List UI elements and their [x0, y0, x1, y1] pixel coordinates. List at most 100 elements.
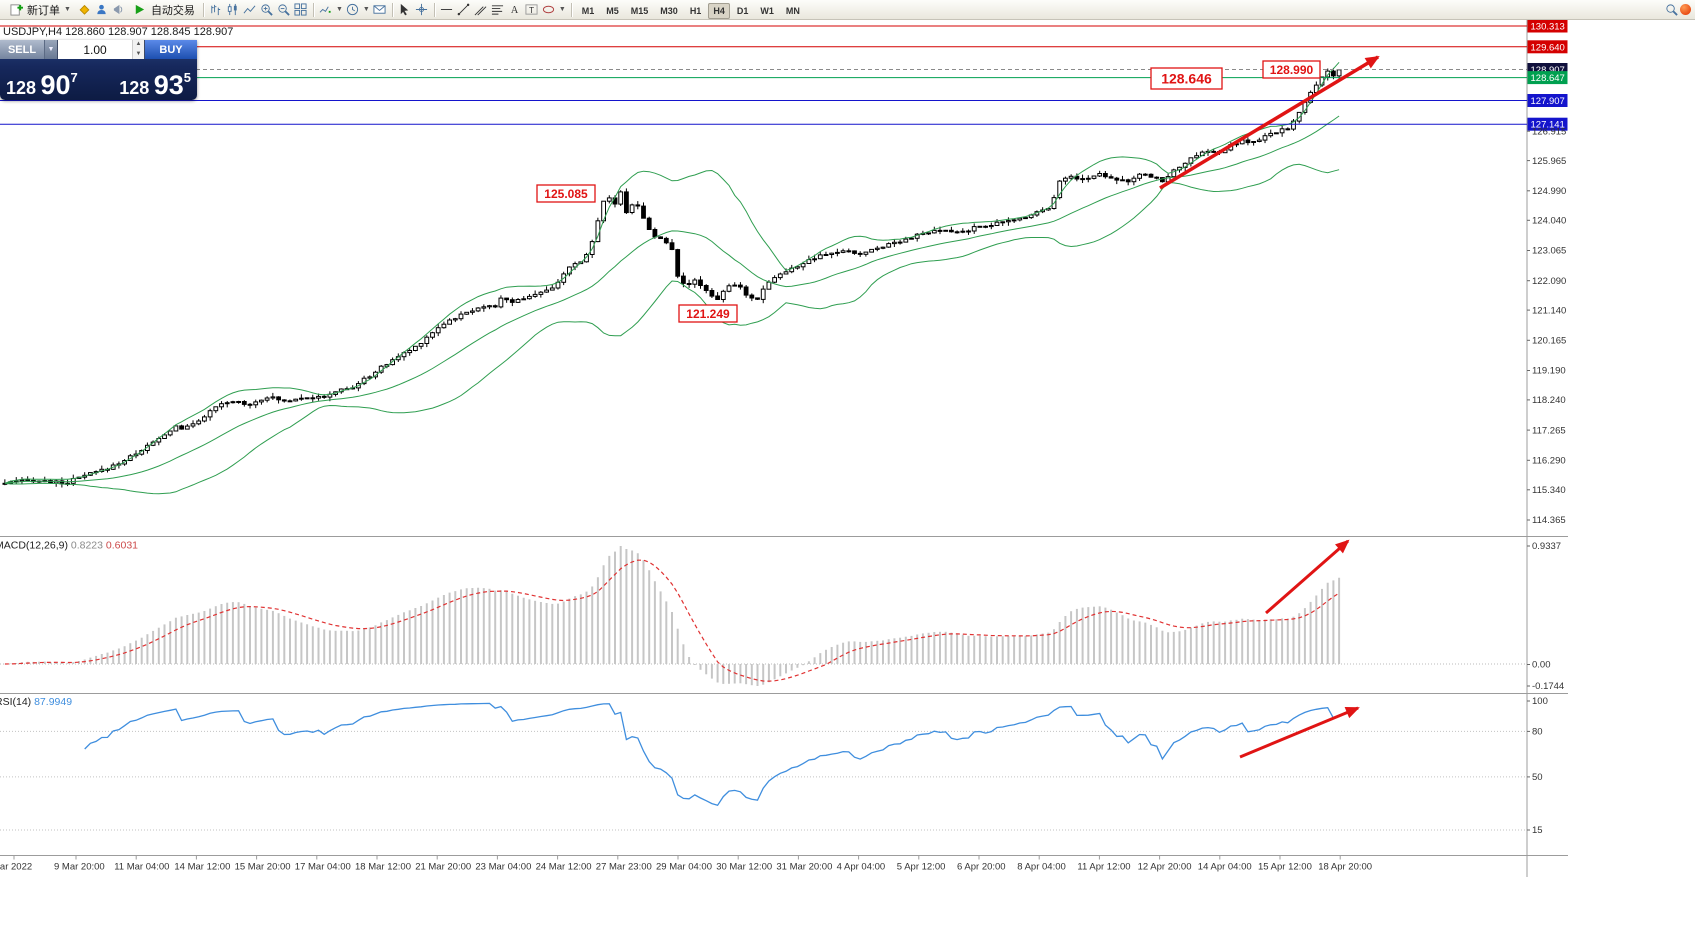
auto-trading-button[interactable]: 自动交易	[128, 1, 199, 18]
svg-text:128.646: 128.646	[1161, 71, 1212, 87]
price-axis[interactable]: 126.915 125.965 124.990 124.040 123.065 122.0…	[1527, 126, 1566, 526]
lot-increase-button[interactable]: ▲	[135, 41, 142, 47]
svg-text:0.00: 0.00	[1532, 660, 1551, 671]
timeframe-button-W1[interactable]: W1	[760, 5, 774, 16]
svg-text:127.907: 127.907	[1531, 96, 1565, 107]
svg-text:126.915: 126.915	[1532, 126, 1566, 137]
svg-text:29 Mar 04:00: 29 Mar 04:00	[656, 862, 712, 873]
chevron-down-icon[interactable]: ▼	[335, 6, 343, 13]
community-icon[interactable]	[94, 2, 110, 17]
svg-text:15 Mar 20:00: 15 Mar 20:00	[235, 862, 291, 873]
add-indicator-icon[interactable]	[318, 2, 334, 17]
main-toolbar: 新订单 ▼ 自动交易 ▼ ▼ A T ▼ M1 M5 M15 M30 H1 H4 D1 W1 M…	[0, 0, 1695, 20]
chevron-down-icon[interactable]: ▼	[362, 6, 370, 13]
new-order-button[interactable]: 新订单 ▼	[4, 1, 76, 18]
bar-chart-icon[interactable]	[208, 2, 224, 17]
svg-text:18 Apr 20:00: 18 Apr 20:00	[1318, 862, 1372, 873]
svg-text:115.340: 115.340	[1532, 485, 1566, 496]
cursor-icon[interactable]	[397, 2, 413, 17]
timeframe-toolbar: M1 M5 M15 M30 H1 H4 D1 W1 MN	[576, 1, 806, 19]
tile-windows-icon[interactable]	[293, 2, 309, 17]
bollinger-bands	[4, 61, 1340, 495]
buy-button[interactable]: BUY	[145, 40, 197, 59]
candlestick-chart-icon[interactable]	[225, 2, 241, 17]
svg-text:12 Apr 20:00: 12 Apr 20:00	[1138, 862, 1192, 873]
svg-text:18 Mar 12:00: 18 Mar 12:00	[355, 862, 411, 873]
search-icon[interactable]	[1663, 2, 1679, 17]
svg-text:125.085: 125.085	[544, 187, 588, 201]
shapes-icon[interactable]	[541, 2, 557, 17]
line-chart-icon[interactable]	[242, 2, 258, 17]
svg-text:117.265: 117.265	[1532, 425, 1566, 436]
svg-text:MACD(12,26,9) 0.8223 0.6031: MACD(12,26,9) 0.8223 0.6031	[0, 540, 138, 552]
notifications-icon[interactable]	[111, 2, 127, 17]
lot-size-group: ▲ ▼	[57, 40, 145, 59]
svg-text:122.090: 122.090	[1532, 276, 1566, 287]
crosshair-icon[interactable]	[414, 2, 430, 17]
time-axis[interactable]: Mar 2022 9 Mar 20:00 11 Mar 04:00 14 Mar 12…	[0, 855, 1568, 873]
timeframe-button-H4[interactable]: H4	[708, 2, 730, 19]
equidistant-channel-icon[interactable]	[473, 2, 489, 17]
svg-text:5 Apr 12:00: 5 Apr 12:00	[897, 862, 946, 873]
svg-text:130.313: 130.313	[1531, 22, 1565, 33]
toolbar-separator	[202, 2, 204, 17]
svg-text:24 Mar 12:00: 24 Mar 12:00	[536, 862, 592, 873]
timeframe-button-H1[interactable]: H1	[689, 5, 702, 16]
svg-text:80: 80	[1532, 727, 1543, 738]
timeframe-button-M5[interactable]: M5	[606, 5, 619, 16]
zoom-out-icon[interactable]	[276, 2, 292, 17]
timeframe-button-M30[interactable]: M30	[660, 5, 678, 16]
ask-price: 128 935	[119, 70, 191, 100]
new-order-label: 新订单	[27, 4, 60, 17]
candlestick-series	[2, 67, 1342, 488]
lot-size-input[interactable]	[58, 40, 132, 59]
svg-text:121.140: 121.140	[1532, 305, 1566, 316]
metaquotes-icon[interactable]	[77, 2, 93, 17]
periodicity-icon[interactable]	[345, 2, 361, 17]
horizontal-line-icon[interactable]	[439, 2, 455, 17]
svg-text:124.990: 124.990	[1532, 186, 1566, 197]
svg-text:125.965: 125.965	[1532, 156, 1566, 167]
svg-text:T: T	[529, 5, 534, 15]
timeframe-button-D1[interactable]: D1	[736, 5, 749, 16]
sell-button[interactable]: SELL	[0, 40, 44, 59]
toolbar-separator	[312, 2, 314, 17]
svg-text:9 Mar 20:00: 9 Mar 20:00	[54, 862, 105, 873]
mailbox-icon[interactable]	[372, 2, 388, 17]
svg-text:128.647: 128.647	[1531, 73, 1565, 84]
svg-text:6 Apr 20:00: 6 Apr 20:00	[957, 862, 1006, 873]
news-alert-icon[interactable]	[1680, 4, 1691, 15]
svg-text:50: 50	[1532, 772, 1543, 783]
fibonacci-icon[interactable]	[490, 2, 506, 17]
play-icon	[132, 2, 148, 17]
svg-text:124.040: 124.040	[1532, 216, 1566, 227]
lot-decrease-button[interactable]: ▼	[135, 50, 142, 57]
macd-label: MACD(12,26,9) 0.8223 0.6031	[0, 540, 138, 552]
timeframe-button-M15[interactable]: M15	[630, 5, 649, 16]
svg-text:123.065: 123.065	[1532, 246, 1566, 257]
text-icon[interactable]: A	[507, 2, 523, 17]
svg-text:31 Mar 20:00: 31 Mar 20:00	[776, 862, 832, 873]
svg-text:121.249: 121.249	[686, 307, 730, 321]
chevron-down-icon[interactable]: ▼	[558, 6, 566, 13]
trendline-icon[interactable]	[456, 2, 472, 17]
svg-text:27 Mar 23:00: 27 Mar 23:00	[596, 862, 652, 873]
timeframe-button-M1[interactable]: M1	[581, 5, 595, 16]
auto-trading-label: 自动交易	[150, 4, 195, 17]
toolbar-separator	[570, 2, 572, 17]
svg-text:15 Apr 12:00: 15 Apr 12:00	[1258, 862, 1312, 873]
svg-text:120.165: 120.165	[1532, 336, 1566, 347]
toolbar-separator	[391, 2, 393, 17]
sell-dropdown[interactable]: ▼	[44, 40, 57, 59]
text-label-icon[interactable]: T	[524, 2, 540, 17]
zoom-in-icon[interactable]	[259, 2, 275, 17]
lot-stepper: ▲ ▼	[132, 40, 144, 59]
svg-text:100: 100	[1532, 696, 1548, 707]
timeframe-button-MN[interactable]: MN	[785, 5, 800, 16]
svg-text:15: 15	[1532, 825, 1543, 836]
svg-text:116.290: 116.290	[1532, 456, 1566, 467]
svg-text:14 Mar 12:00: 14 Mar 12:00	[174, 862, 230, 873]
panel-frames[interactable]	[0, 20, 1568, 877]
